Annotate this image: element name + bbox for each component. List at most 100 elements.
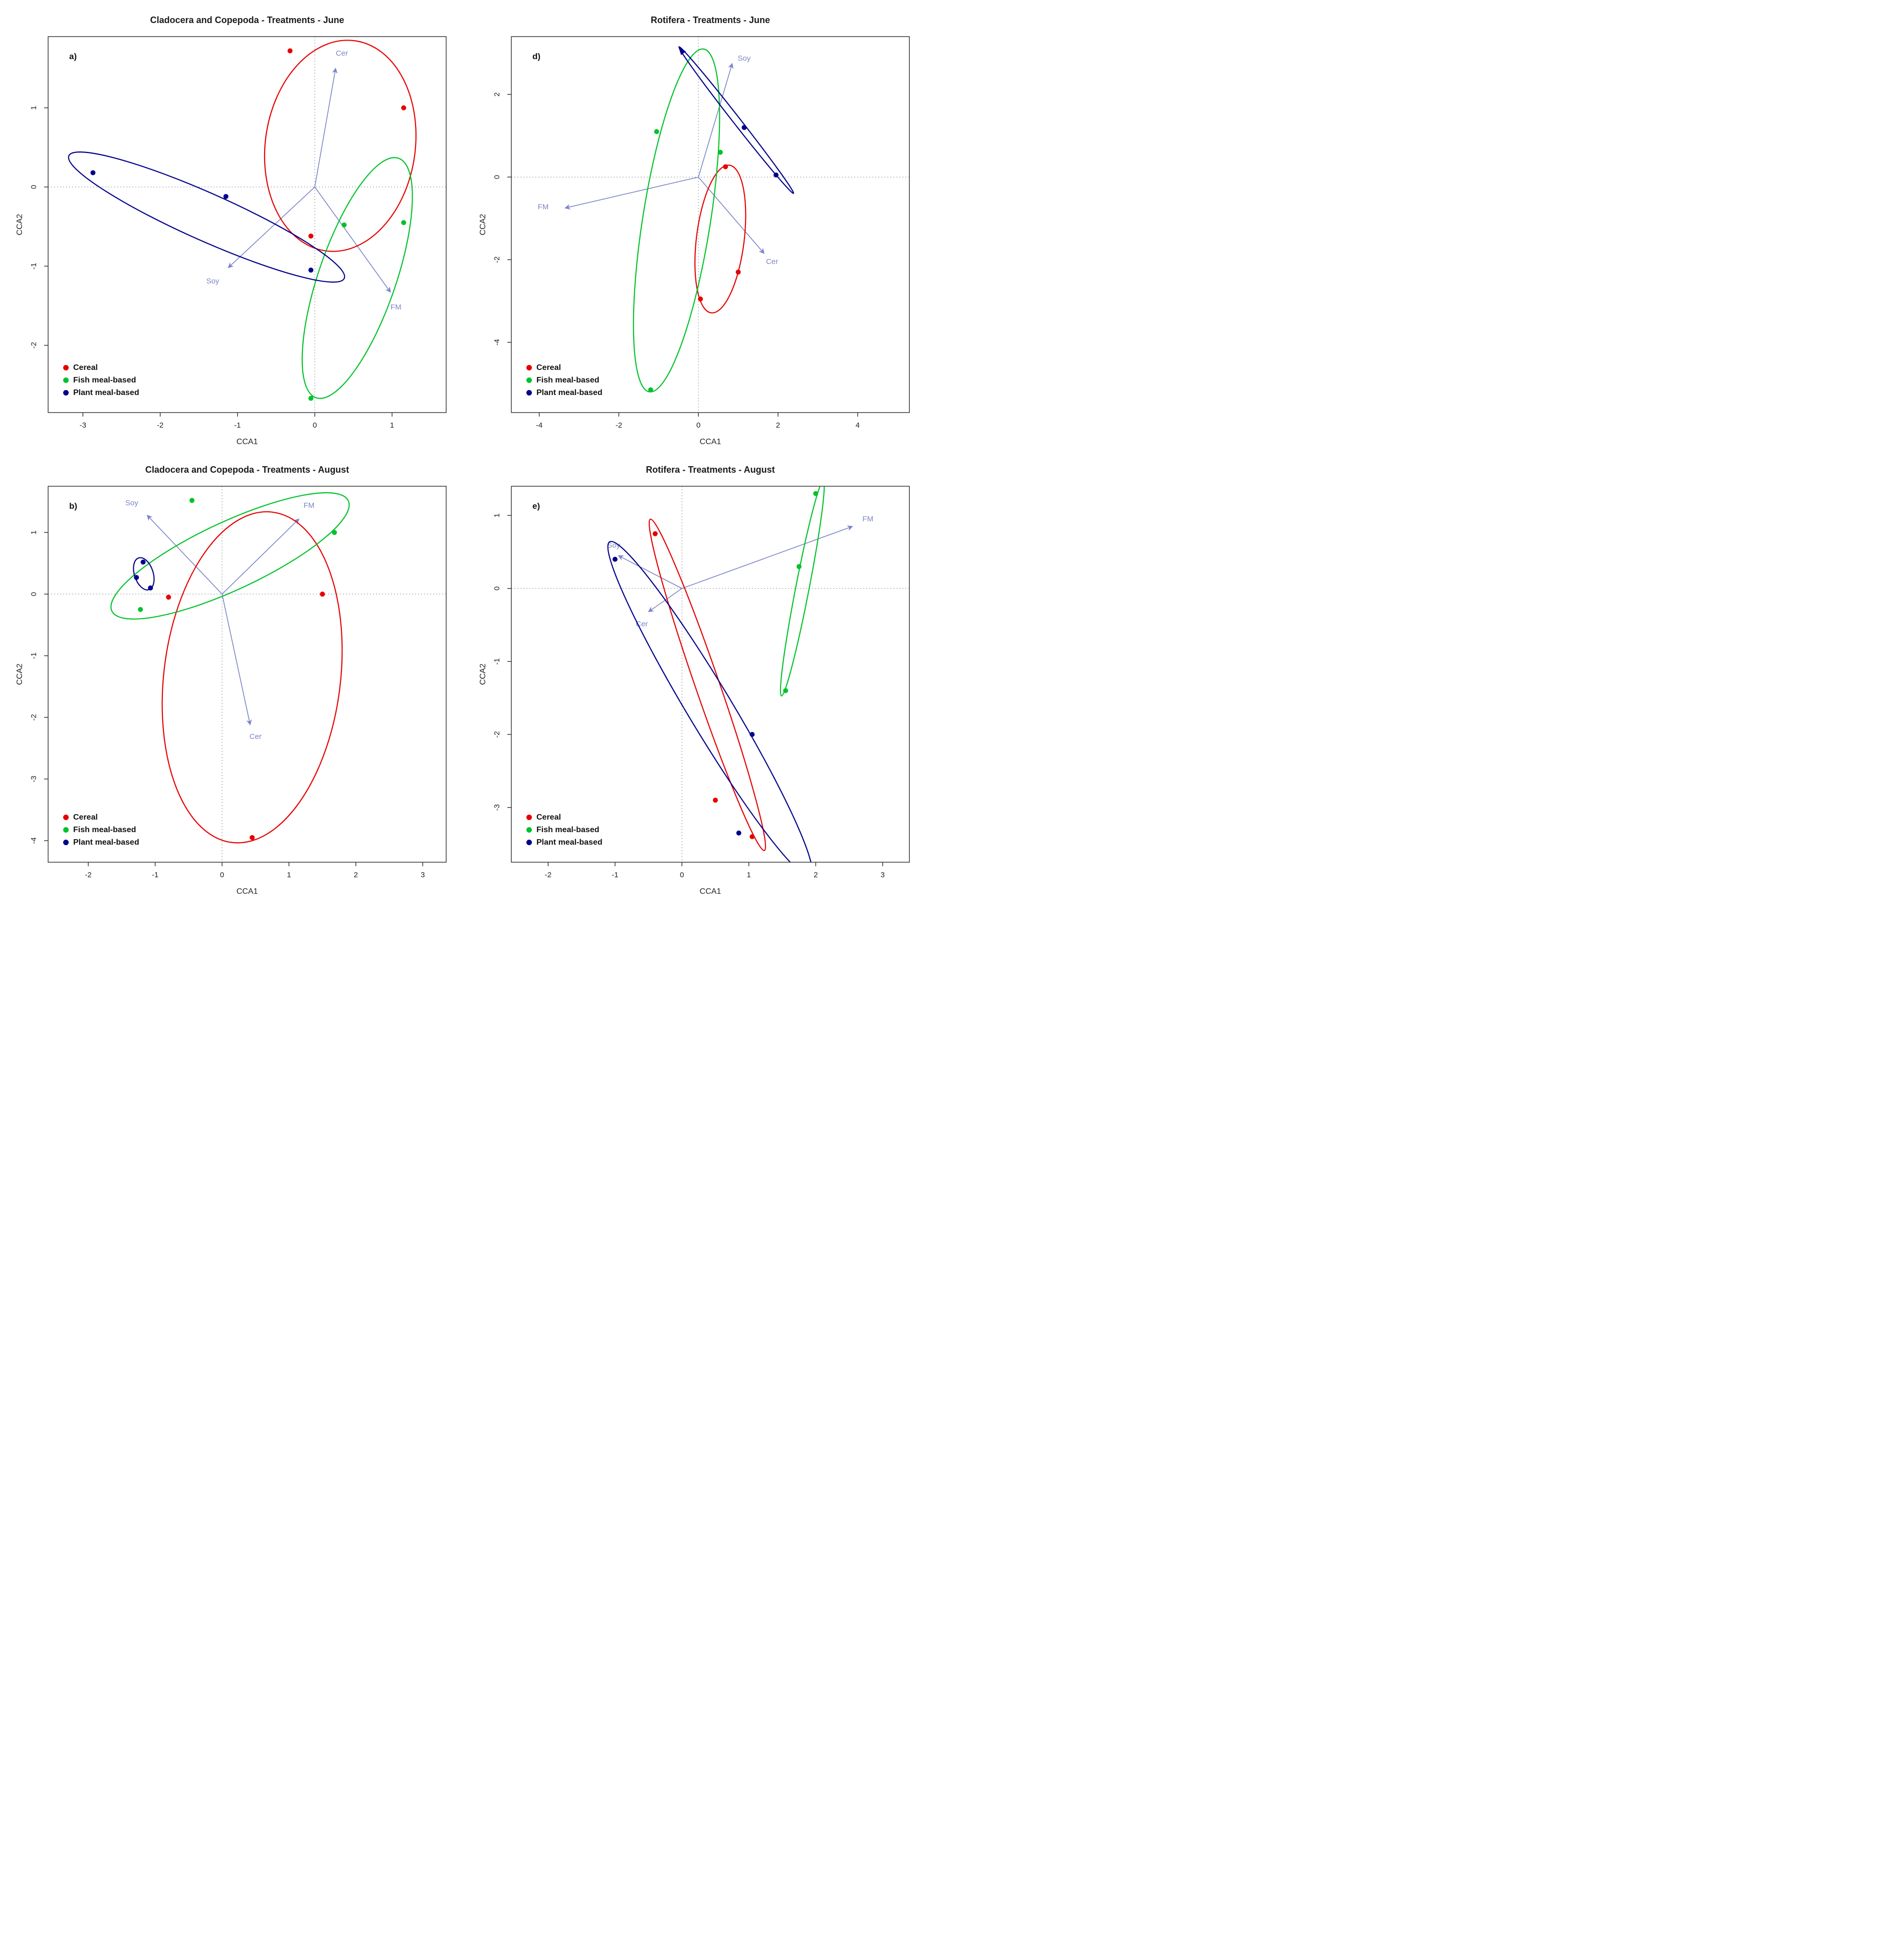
svg-text:Soy: Soy <box>738 54 751 63</box>
panel-letter: d) <box>532 52 541 61</box>
legend-item: Fish meal-based <box>526 374 603 386</box>
chart-title: Cladocera and Copepoda - Treatments - Au… <box>145 465 349 475</box>
legend-item: Fish meal-based <box>63 824 139 836</box>
legend-item: Cereal <box>63 811 139 824</box>
legend: Cereal Fish meal-based Plant meal-based <box>526 361 603 399</box>
legend-label: Cereal <box>73 813 98 822</box>
chart-title: Rotifera - Treatments - June <box>650 15 771 25</box>
cca-plot: Soy FM Cer -2 -1 0 1 2 3 -4 -3 -2 -1 0 1 <box>30 486 447 879</box>
svg-text:2: 2 <box>354 871 358 879</box>
svg-text:-3: -3 <box>493 804 501 811</box>
svg-text:0: 0 <box>30 592 38 596</box>
y-axis-label: CCA2 <box>16 663 24 685</box>
plot-area: FM Soy Cer -2 -1 0 1 2 3 -3 -2 -1 0 1 e) CCA2 Cereal … <box>476 479 917 886</box>
cca-plot: Soy FM Cer -4 -2 0 2 4 -4 -2 0 2 <box>493 36 910 430</box>
cca-plot: Cer Soy FM -3 -2 -1 0 1 -2 -1 0 1 <box>30 36 447 430</box>
legend-item: Cereal <box>526 361 603 374</box>
svg-text:-2: -2 <box>85 871 91 879</box>
legend-label: Plant meal-based <box>536 838 603 847</box>
svg-text:-3: -3 <box>80 421 86 430</box>
svg-text:Cer: Cer <box>336 49 348 58</box>
svg-text:0: 0 <box>493 587 501 591</box>
legend-label: Plant meal-based <box>73 838 139 847</box>
svg-text:-2: -2 <box>545 871 551 879</box>
legend-item: Cereal <box>526 811 603 824</box>
svg-text:-2: -2 <box>157 421 163 430</box>
legend-item: Plant meal-based <box>526 836 603 849</box>
svg-text:-1: -1 <box>612 871 618 879</box>
svg-text:-1: -1 <box>152 871 158 879</box>
legend-dot-fishmeal <box>526 827 532 833</box>
chart-title: Cladocera and Copepoda - Treatments - Ju… <box>150 15 344 25</box>
legend-dot-fishmeal <box>63 377 69 383</box>
svg-text:2: 2 <box>493 92 501 96</box>
panel-letter: b) <box>69 501 78 511</box>
svg-text:Cer: Cer <box>250 732 262 741</box>
legend: Cereal Fish meal-based Plant meal-based <box>526 811 603 849</box>
legend-label: Cereal <box>536 813 561 822</box>
svg-text:FM: FM <box>538 203 549 212</box>
x-axis-label: CCA1 <box>236 887 258 896</box>
legend-label: Fish meal-based <box>536 825 600 834</box>
legend-dot-fishmeal <box>63 827 69 833</box>
svg-text:-2: -2 <box>30 342 38 348</box>
x-axis-label: CCA1 <box>699 887 721 896</box>
svg-text:0: 0 <box>493 175 501 179</box>
svg-text:Soy: Soy <box>607 541 620 549</box>
y-axis-label: CCA2 <box>479 663 487 685</box>
svg-text:-1: -1 <box>493 658 501 665</box>
svg-text:1: 1 <box>287 871 291 879</box>
legend-dot-plantmeal <box>63 840 69 845</box>
svg-text:-4: -4 <box>536 421 542 430</box>
x-axis-label: CCA1 <box>236 438 258 446</box>
y-axis-label: CCA2 <box>16 214 24 236</box>
svg-text:1: 1 <box>493 513 501 517</box>
svg-text:-4: -4 <box>30 837 38 844</box>
svg-text:Soy: Soy <box>125 499 138 507</box>
legend: Cereal Fish meal-based Plant meal-based <box>63 811 139 849</box>
legend-dot-fishmeal <box>526 377 532 383</box>
plot-area: Cer Soy FM -3 -2 -1 0 1 -2 -1 0 1 a) CCA2 Cereal Fi… <box>13 30 454 437</box>
legend-item: Plant meal-based <box>526 386 603 399</box>
svg-text:-1: -1 <box>234 421 241 430</box>
svg-text:2: 2 <box>814 871 818 879</box>
panel-e: Rotifera - Treatments - August FM Soy Cer -… <box>476 463 917 899</box>
x-axis-label: CCA1 <box>699 438 721 446</box>
svg-text:Cer: Cer <box>766 257 778 266</box>
panel-letter: e) <box>532 501 540 511</box>
svg-text:FM: FM <box>391 303 402 312</box>
panel-letter: a) <box>69 52 77 61</box>
chart-title: Rotifera - Treatments - August <box>646 465 775 475</box>
svg-text:0: 0 <box>30 185 38 189</box>
legend-label: Fish meal-based <box>73 375 136 384</box>
svg-text:-2: -2 <box>493 731 501 737</box>
legend-label: Fish meal-based <box>73 825 136 834</box>
legend-label: Fish meal-based <box>536 375 600 384</box>
svg-text:FM: FM <box>862 515 873 523</box>
legend: Cereal Fish meal-based Plant meal-based <box>63 361 139 399</box>
legend-dot-plantmeal <box>526 390 532 396</box>
legend-item: Fish meal-based <box>526 824 603 836</box>
svg-text:4: 4 <box>856 421 860 430</box>
svg-text:1: 1 <box>747 871 751 879</box>
svg-text:-1: -1 <box>30 263 38 269</box>
plot-area: Soy FM Cer -2 -1 0 1 2 3 -4 -3 -2 -1 0 1 b) CCA2 Cerea… <box>13 479 454 886</box>
svg-text:3: 3 <box>421 871 425 879</box>
legend-label: Cereal <box>73 363 98 372</box>
y-axis-label: CCA2 <box>479 214 487 236</box>
legend-dot-plantmeal <box>63 390 69 396</box>
legend-label: Plant meal-based <box>536 388 603 397</box>
panel-a: Cladocera and Copepoda - Treatments - Ju… <box>13 13 454 450</box>
svg-text:-3: -3 <box>30 775 38 782</box>
svg-text:FM: FM <box>304 501 315 510</box>
svg-text:-2: -2 <box>616 421 622 430</box>
svg-text:1: 1 <box>30 530 38 534</box>
svg-text:2: 2 <box>776 421 780 430</box>
svg-text:Soy: Soy <box>206 277 219 286</box>
legend-dot-cereal <box>526 365 532 370</box>
legend-item: Plant meal-based <box>63 386 139 399</box>
legend-item: Cereal <box>63 361 139 374</box>
svg-text:1: 1 <box>30 106 38 110</box>
svg-text:-4: -4 <box>493 339 501 345</box>
